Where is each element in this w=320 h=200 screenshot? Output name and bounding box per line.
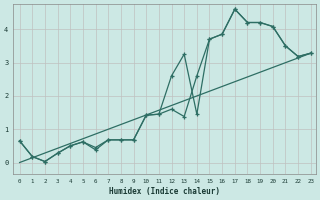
- X-axis label: Humidex (Indice chaleur): Humidex (Indice chaleur): [109, 187, 220, 196]
